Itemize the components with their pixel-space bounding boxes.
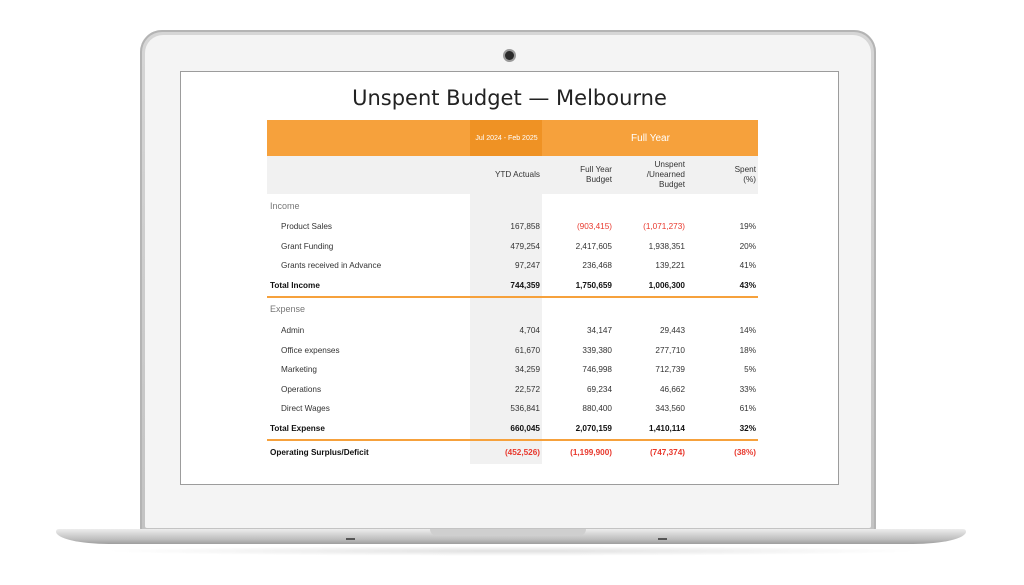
laptop-base <box>56 529 966 544</box>
unspent-cell: 46,662 <box>659 384 685 394</box>
total-income-row: Total Income 744,359 1,750,659 1,006,300… <box>267 275 758 298</box>
spent-cell: 43% <box>687 275 758 298</box>
ytd-cell: 744,359 <box>470 275 542 298</box>
row-label: Direct Wages <box>281 404 330 414</box>
header-band: Jul 2024 - Feb 2025 Full Year <box>267 120 758 156</box>
full-year-label: Full Year <box>542 120 758 156</box>
unspent-cell: 712,739 <box>655 365 685 375</box>
period-label: Jul 2024 - Feb 2025 <box>470 120 542 156</box>
budget-cell: 880,400 <box>582 404 612 414</box>
unspent-cell: (747,374) <box>649 447 685 457</box>
col-header-spent: Spent (%) <box>687 156 758 194</box>
budget-cell: 34,147 <box>586 326 612 336</box>
ytd-cell: 660,045 <box>470 418 542 441</box>
unspent-cell: 139,221 <box>655 261 685 271</box>
laptop-notch <box>430 529 586 536</box>
operating-surplus-row: Operating Surplus/Deficit (452,526) (1,1… <box>267 439 758 464</box>
section-income: Income <box>267 194 758 217</box>
budget-table: Jul 2024 - Feb 2025 Full Year YTD Actual… <box>267 120 758 464</box>
row-label: Operations <box>281 384 322 394</box>
row-label: Marketing <box>281 365 317 375</box>
ytd-cell: 34,259 <box>470 359 542 380</box>
ytd-cell: 61,670 <box>470 340 542 360</box>
row-label: Product Sales <box>281 222 332 232</box>
unspent-cell: 277,710 <box>655 345 685 355</box>
table-row: Grant Funding 479,254 2,417,605 1,938,35… <box>267 236 758 257</box>
ytd-cell <box>470 194 542 217</box>
col-header-unspent-text: Unspent /Unearned Budget <box>646 160 685 189</box>
laptop-shadow <box>100 546 924 556</box>
spent-cell: 18% <box>739 345 756 355</box>
laptop-foot-right <box>658 538 667 540</box>
band-blank <box>267 120 470 156</box>
unspent-cell: 343,560 <box>655 404 685 414</box>
spent-cell: 32% <box>687 418 758 441</box>
budget-cell: (903,415) <box>576 222 612 232</box>
col-header-unspent: Unspent /Unearned Budget <box>614 156 687 194</box>
budget-cell: 1,750,659 <box>542 275 614 298</box>
column-header-row: YTD Actuals Full Year Budget Unspent /Un… <box>267 156 758 194</box>
spent-cell: 20% <box>739 241 756 251</box>
table-row: Product Sales 167,858 (903,415) (1,071,2… <box>267 217 758 237</box>
spent-cell: (38%) <box>734 447 756 457</box>
ytd-cell: 167,858 <box>470 217 542 237</box>
table-row: Direct Wages 536,841 880,400 343,560 61% <box>267 399 758 419</box>
budget-cell: 746,998 <box>582 365 612 375</box>
row-label: Total Expense <box>267 418 470 441</box>
row-label: Grants received in Advance <box>281 261 382 271</box>
spent-cell: 19% <box>739 222 756 232</box>
spent-cell: 14% <box>739 326 756 336</box>
unspent-cell: 1,410,114 <box>614 418 687 441</box>
row-label: Admin <box>281 326 305 336</box>
row-label: Total Income <box>267 275 470 298</box>
table-row: Admin 4,704 34,147 29,443 14% <box>267 320 758 341</box>
ytd-cell: 4,704 <box>470 320 542 341</box>
table-row: Operations 22,572 69,234 46,662 33% <box>267 379 758 400</box>
ytd-cell <box>470 296 542 321</box>
section-expense: Expense <box>267 296 758 321</box>
header-blank <box>267 156 470 194</box>
budget-cell: 339,380 <box>582 345 612 355</box>
row-label: Grant Funding <box>281 241 334 251</box>
spent-cell: 61% <box>739 404 756 414</box>
ytd-cell: 479,254 <box>470 236 542 257</box>
section-label: Expense <box>270 304 306 315</box>
total-expense-row: Total Expense 660,045 2,070,159 1,410,11… <box>267 418 758 441</box>
spent-cell: 41% <box>739 261 756 271</box>
row-label: Operating Surplus/Deficit <box>270 447 369 457</box>
table-row: Office expenses 61,670 339,380 277,710 1… <box>267 340 758 360</box>
unspent-cell: 1,006,300 <box>614 275 687 298</box>
ytd-cell: 97,247 <box>470 256 542 276</box>
budget-cell: 236,468 <box>582 261 612 271</box>
section-label: Income <box>270 200 300 211</box>
unspent-cell: (1,071,273) <box>643 222 685 232</box>
unspent-cell: 1,938,351 <box>648 241 685 251</box>
camera-icon <box>505 51 514 60</box>
report-title: Unspent Budget — Melbourne <box>352 86 667 110</box>
laptop-screen: Unspent Budget — Melbourne Jul 2024 - Fe… <box>180 71 839 485</box>
col-header-budget: Full Year Budget <box>542 156 614 194</box>
spent-cell: 5% <box>744 365 756 375</box>
laptop-foot-left <box>346 538 355 540</box>
budget-cell: 2,417,605 <box>575 241 612 251</box>
unspent-cell: 29,443 <box>659 326 685 336</box>
table-row: Grants received in Advance 97,247 236,46… <box>267 256 758 276</box>
ytd-cell: 536,841 <box>470 399 542 419</box>
spent-cell: 33% <box>739 384 756 394</box>
col-header-ytd: YTD Actuals <box>470 156 542 194</box>
budget-cell: (1,199,900) <box>570 447 612 457</box>
budget-cell: 2,070,159 <box>542 418 614 441</box>
budget-cell: 69,234 <box>586 384 612 394</box>
row-label: Office expenses <box>281 345 340 355</box>
ytd-cell: 22,572 <box>470 379 542 400</box>
table-row: Marketing 34,259 746,998 712,739 5% <box>267 359 758 380</box>
col-header-spent-text: Spent (%) <box>734 165 756 184</box>
col-header-budget-text: Full Year Budget <box>580 165 612 184</box>
ytd-cell: (452,526) <box>470 439 542 464</box>
